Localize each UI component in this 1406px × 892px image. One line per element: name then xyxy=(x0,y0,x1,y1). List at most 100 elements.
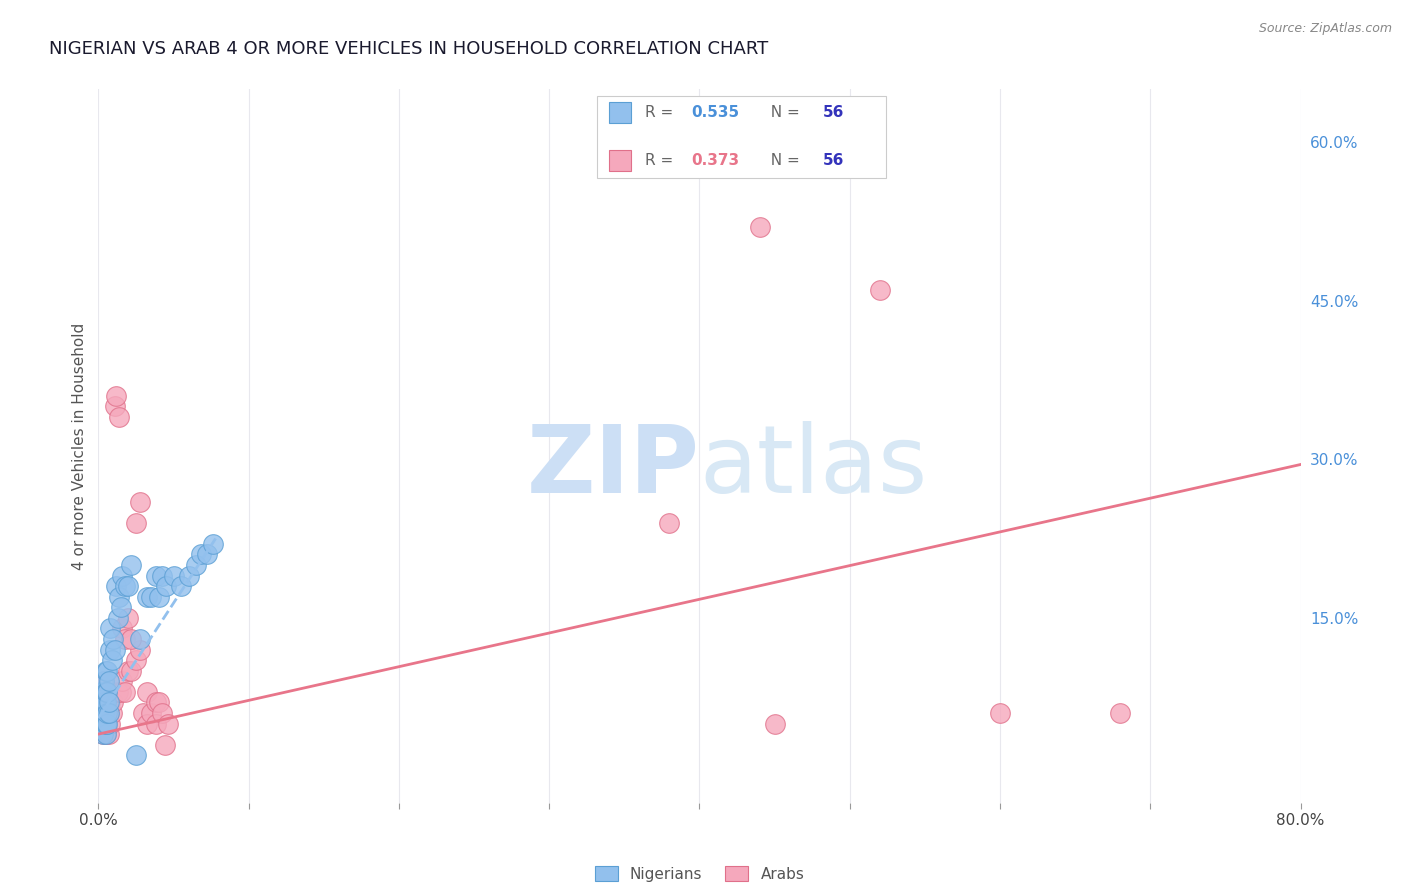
Point xyxy=(153,738,176,752)
Text: 0.535: 0.535 xyxy=(692,105,740,120)
Text: ZIP: ZIP xyxy=(527,421,700,514)
Point xyxy=(150,706,173,720)
Point xyxy=(91,685,114,699)
Point xyxy=(89,716,111,731)
Point xyxy=(93,674,115,689)
Point xyxy=(96,706,118,720)
Point xyxy=(89,706,111,720)
Point xyxy=(108,590,131,604)
Point xyxy=(91,706,114,720)
Point xyxy=(93,706,115,720)
Point xyxy=(90,716,112,731)
Point xyxy=(145,695,167,709)
Point xyxy=(104,400,127,414)
Point xyxy=(145,716,167,731)
Bar xyxy=(609,102,631,123)
Point xyxy=(97,706,120,720)
Point xyxy=(96,716,118,731)
Text: N =: N = xyxy=(761,105,804,120)
Point xyxy=(91,706,114,720)
Point xyxy=(121,632,143,646)
Point xyxy=(195,547,218,561)
Point xyxy=(93,695,115,709)
Point xyxy=(135,590,157,604)
Point xyxy=(184,558,207,572)
Point xyxy=(93,716,115,731)
Point xyxy=(97,674,120,689)
Point xyxy=(869,283,891,297)
Point xyxy=(139,590,162,604)
Point xyxy=(94,695,117,709)
Point xyxy=(100,716,122,731)
Point xyxy=(117,664,139,678)
Text: 56: 56 xyxy=(824,105,845,120)
Y-axis label: 4 or more Vehicles in Household: 4 or more Vehicles in Household xyxy=(72,322,87,570)
Point xyxy=(145,568,167,582)
Point xyxy=(1109,706,1132,720)
Point xyxy=(150,568,173,582)
Point xyxy=(129,494,152,508)
Point xyxy=(177,568,200,582)
Text: atlas: atlas xyxy=(700,421,928,514)
Point xyxy=(190,547,212,561)
Point xyxy=(111,568,134,582)
Point xyxy=(114,685,136,699)
Point xyxy=(93,716,115,731)
Point xyxy=(110,600,132,615)
Text: N =: N = xyxy=(761,153,804,168)
Point xyxy=(93,695,115,709)
Point xyxy=(125,653,148,667)
Point xyxy=(148,695,170,709)
Point xyxy=(162,568,184,582)
Point xyxy=(201,537,224,551)
Point xyxy=(125,748,148,763)
Point xyxy=(94,727,117,741)
Point xyxy=(988,706,1011,720)
FancyBboxPatch shape xyxy=(598,96,886,178)
Text: Source: ZipAtlas.com: Source: ZipAtlas.com xyxy=(1258,22,1392,36)
Point xyxy=(103,632,125,646)
Point xyxy=(94,685,117,699)
Text: 56: 56 xyxy=(824,153,845,168)
Text: 0.373: 0.373 xyxy=(692,153,740,168)
Point xyxy=(96,685,118,699)
Point xyxy=(748,219,770,234)
Point xyxy=(110,685,132,699)
Point xyxy=(97,706,120,720)
Point xyxy=(103,695,125,709)
Point xyxy=(91,695,114,709)
Point xyxy=(91,685,114,699)
Bar xyxy=(609,150,631,171)
Point xyxy=(108,409,131,424)
Point xyxy=(89,695,111,709)
Point xyxy=(97,727,120,741)
Point xyxy=(91,716,114,731)
Point xyxy=(107,611,129,625)
Point xyxy=(117,579,139,593)
Point xyxy=(104,642,127,657)
Point xyxy=(90,716,112,731)
Point xyxy=(91,727,114,741)
Point xyxy=(148,590,170,604)
Point xyxy=(107,685,129,699)
Point xyxy=(89,706,111,720)
Point xyxy=(125,516,148,530)
Point xyxy=(111,674,134,689)
Point xyxy=(94,716,117,731)
Point xyxy=(156,716,179,731)
Legend: Nigerians, Arabs: Nigerians, Arabs xyxy=(589,860,810,888)
Point xyxy=(100,621,122,635)
Point xyxy=(91,727,114,741)
Point xyxy=(94,664,117,678)
Point xyxy=(101,706,124,720)
Point xyxy=(114,579,136,593)
Point xyxy=(90,685,112,699)
Point xyxy=(94,706,117,720)
Point xyxy=(132,706,155,720)
Point xyxy=(114,632,136,646)
Point xyxy=(101,653,124,667)
Point xyxy=(90,706,112,720)
Point xyxy=(100,695,122,709)
Point xyxy=(129,642,152,657)
Point xyxy=(170,579,193,593)
